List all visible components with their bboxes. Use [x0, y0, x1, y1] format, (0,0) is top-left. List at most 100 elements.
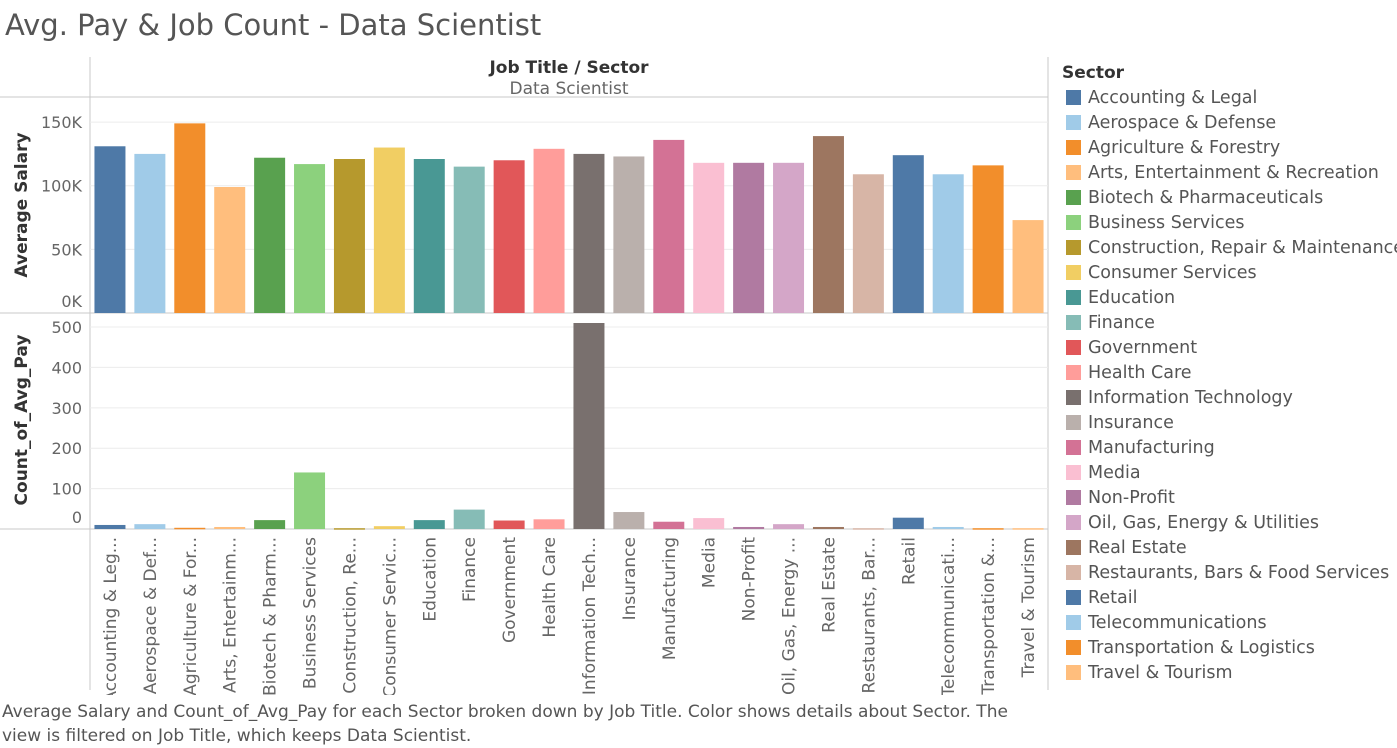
- legend-label: Consumer Services: [1088, 262, 1257, 283]
- legend-item[interactable]: Agriculture & Forestry: [1062, 135, 1397, 160]
- salary-bar: [613, 156, 645, 313]
- count-bars: [94, 323, 1044, 530]
- count-bar: [134, 524, 166, 529]
- count-bar: [214, 526, 246, 529]
- legend-label: Restaurants, Bars & Food Services: [1088, 562, 1390, 583]
- salary-bar: [573, 153, 605, 313]
- legend-item[interactable]: Insurance: [1062, 410, 1397, 435]
- category-label: Education: [420, 537, 440, 622]
- legend-swatch: [1066, 265, 1081, 280]
- legend-item[interactable]: Health Care: [1062, 360, 1397, 385]
- count-bar: [533, 519, 565, 529]
- legend-item[interactable]: Travel & Tourism: [1062, 660, 1397, 685]
- legend-swatch: [1066, 615, 1081, 630]
- category-label: Business Services: [301, 537, 321, 689]
- legend-item[interactable]: Retail: [1062, 585, 1397, 610]
- salary-bar: [972, 165, 1004, 313]
- category-label: Aerospace & Def...: [141, 537, 161, 694]
- count-tick-labels: 0 100 200 300 400 500: [51, 318, 82, 527]
- category-label: Accounting & Leg...: [101, 537, 121, 695]
- count-bar: [174, 527, 206, 530]
- count-tick-label: 400: [51, 358, 82, 377]
- legend-label: Travel & Tourism: [1088, 662, 1233, 683]
- legend-item[interactable]: Non-Profit: [1062, 485, 1397, 510]
- count-bar: [373, 526, 405, 529]
- legend-item[interactable]: Biotech & Pharmaceuticals: [1062, 185, 1397, 210]
- legend-swatch: [1066, 315, 1081, 330]
- legend-item[interactable]: Real Estate: [1062, 535, 1397, 560]
- count-bar: [932, 526, 964, 529]
- legend-item[interactable]: Transportation & Logistics: [1062, 635, 1397, 660]
- legend-label: Retail: [1088, 587, 1138, 608]
- legend-item[interactable]: Telecommunications: [1062, 610, 1397, 635]
- salary-bar: [653, 139, 685, 313]
- category-label: Insurance: [620, 537, 640, 620]
- legend-label: Biotech & Pharmaceuticals: [1088, 187, 1324, 208]
- salary-bar: [453, 166, 485, 313]
- legend: Sector Accounting & Legal Aerospace & Def…: [1062, 61, 1397, 685]
- legend-swatch: [1066, 115, 1081, 130]
- category-label: Finance: [460, 537, 480, 602]
- count-tick-label: 500: [51, 318, 82, 337]
- legend-swatch: [1066, 190, 1081, 205]
- chart-caption: Average Salary and Count_of_Avg_Pay for …: [2, 702, 1008, 746]
- salary-bar: [294, 164, 326, 313]
- legend-label: Oil, Gas, Energy & Utilities: [1088, 512, 1320, 533]
- legend-item[interactable]: Information Technology: [1062, 385, 1397, 410]
- salary-bars: [94, 123, 1044, 313]
- legend-item[interactable]: Government: [1062, 335, 1397, 360]
- y-axis-label-salary: Average Salary: [12, 132, 32, 277]
- legend-item[interactable]: Oil, Gas, Energy & Utilities: [1062, 510, 1397, 535]
- legend-item[interactable]: Education: [1062, 285, 1397, 310]
- category-label: Non-Profit: [740, 537, 760, 622]
- legend-item[interactable]: Finance: [1062, 310, 1397, 335]
- category-label: Transportation &...: [979, 537, 999, 695]
- legend-item[interactable]: Aerospace & Defense: [1062, 110, 1397, 135]
- category-label: Oil, Gas, Energy ...: [780, 537, 800, 695]
- legend-swatch: [1066, 590, 1081, 605]
- legend-label: Media: [1088, 462, 1141, 483]
- legend-swatch: [1066, 240, 1081, 255]
- category-labels: Accounting & Leg... Aerospace & Def... Agr…: [101, 537, 1039, 695]
- category-label: Travel & Tourism: [1019, 537, 1039, 678]
- legend-label: Arts, Entertainment & Recreation: [1088, 162, 1379, 183]
- legend-item[interactable]: Construction, Repair & Maintenance: [1062, 235, 1397, 260]
- count-bar: [773, 524, 805, 529]
- legend-swatch: [1066, 140, 1081, 155]
- legend-item[interactable]: Consumer Services: [1062, 260, 1397, 285]
- legend-item[interactable]: Arts, Entertainment & Recreation: [1062, 160, 1397, 185]
- category-label: Restaurants, Bar...: [859, 537, 879, 693]
- legend-swatch: [1066, 415, 1081, 430]
- count-bar: [254, 520, 286, 529]
- legend-swatch: [1066, 90, 1081, 105]
- salary-bar: [892, 155, 924, 313]
- salary-bar: [493, 160, 525, 313]
- count-tick-label: 300: [51, 399, 82, 418]
- category-label: Biotech & Pharm...: [261, 537, 281, 695]
- salary-bar: [1012, 220, 1044, 313]
- salary-bar: [214, 187, 246, 313]
- salary-bar: [174, 123, 206, 313]
- salary-tick-label: 50K: [51, 240, 82, 259]
- legend-label: Transportation & Logistics: [1088, 637, 1315, 658]
- legend-item[interactable]: Media: [1062, 460, 1397, 485]
- legend-label: Business Services: [1088, 212, 1245, 233]
- count-tick-label: 200: [51, 439, 82, 458]
- legend-item[interactable]: Restaurants, Bars & Food Services: [1062, 560, 1397, 585]
- legend-item[interactable]: Business Services: [1062, 210, 1397, 235]
- salary-tick-label: 100K: [41, 177, 83, 196]
- legend-item[interactable]: Accounting & Legal: [1062, 85, 1397, 110]
- category-label: Construction, Re...: [340, 537, 360, 694]
- legend-label: Finance: [1088, 312, 1155, 333]
- salary-bar: [533, 148, 565, 313]
- legend-label: Construction, Repair & Maintenance: [1088, 237, 1397, 258]
- count-bar: [453, 509, 485, 529]
- legend-label: Non-Profit: [1088, 487, 1175, 508]
- count-bar: [812, 526, 844, 529]
- legend-label: Government: [1088, 337, 1198, 358]
- count-bar: [1012, 528, 1044, 530]
- legend-item[interactable]: Manufacturing: [1062, 435, 1397, 460]
- category-label: Information Tech...: [580, 537, 600, 695]
- salary-bar: [773, 162, 805, 313]
- salary-bar: [413, 159, 445, 313]
